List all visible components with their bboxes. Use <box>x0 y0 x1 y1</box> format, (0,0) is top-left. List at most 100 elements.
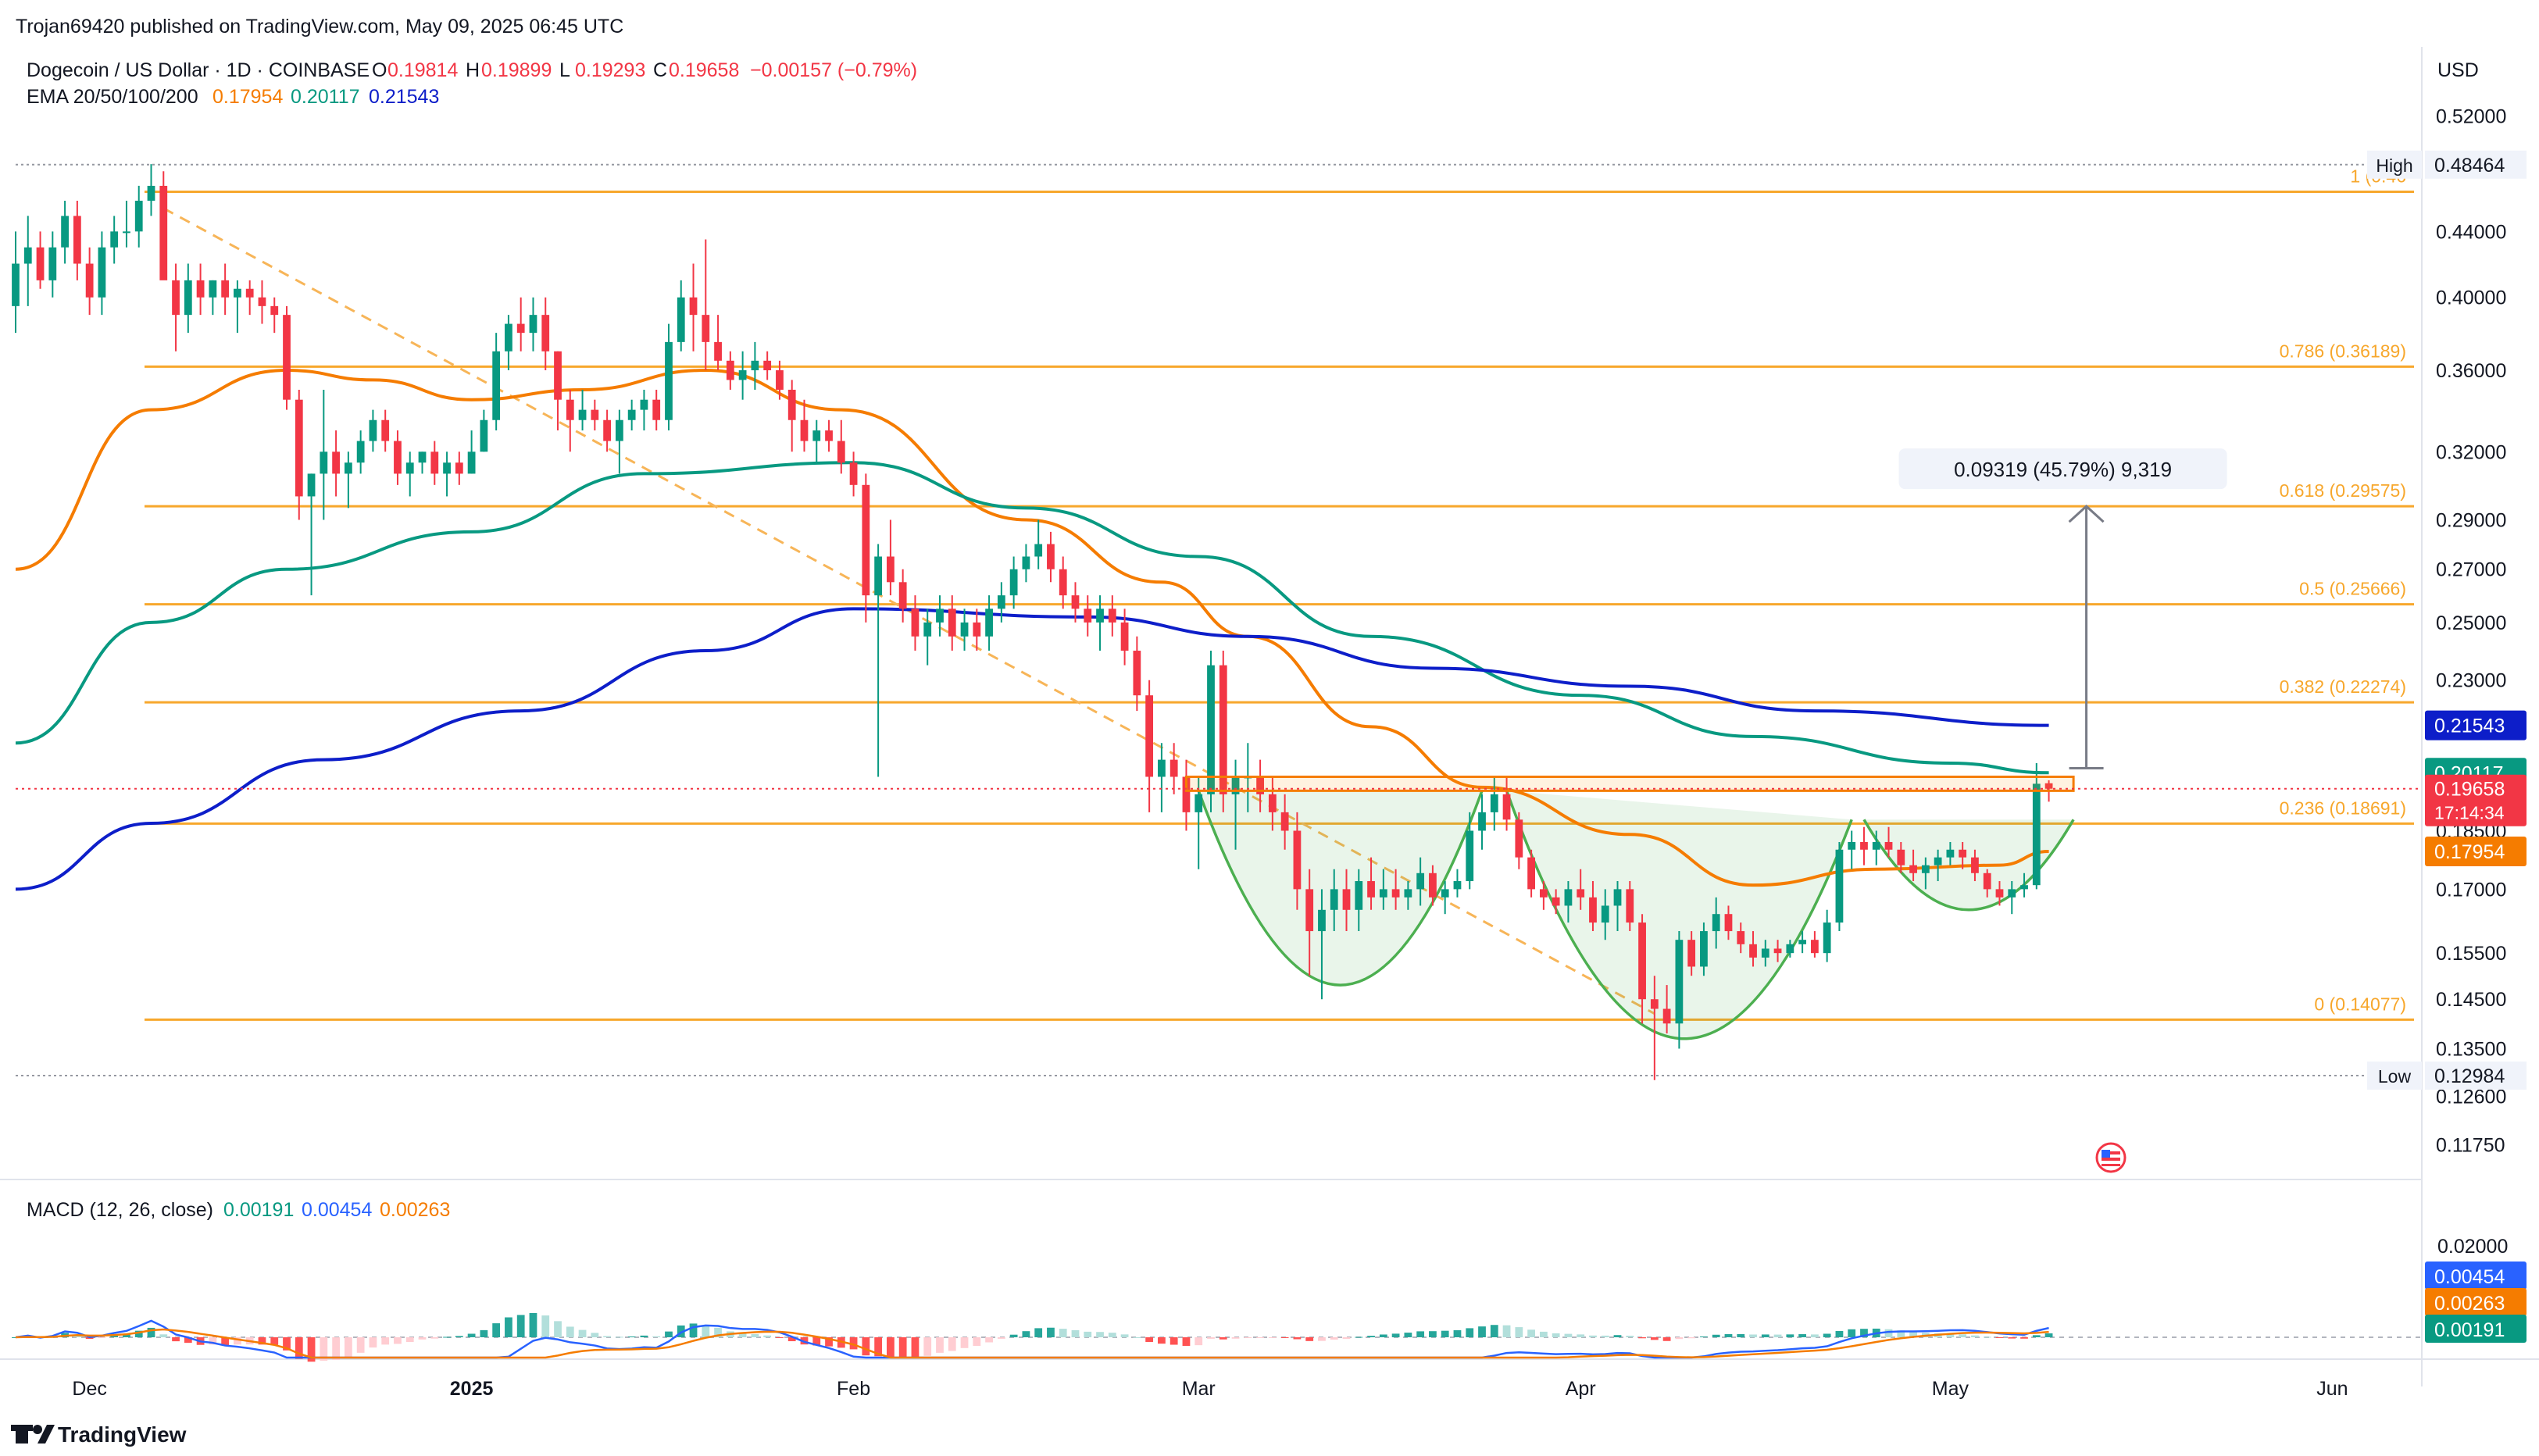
candle[interactable] <box>1084 595 1092 637</box>
resistance-zone-box[interactable] <box>1184 775 2075 792</box>
candle[interactable] <box>1687 931 1696 976</box>
candle[interactable] <box>1305 869 1314 976</box>
candle[interactable] <box>1773 940 1782 962</box>
candle[interactable] <box>1798 931 1807 954</box>
candle[interactable] <box>591 399 599 431</box>
candle[interactable] <box>1280 794 1289 850</box>
candle[interactable] <box>1749 931 1757 967</box>
candle[interactable] <box>923 608 932 666</box>
handle-curve[interactable] <box>1862 819 2075 912</box>
candle[interactable] <box>283 305 291 410</box>
candle[interactable] <box>110 216 119 264</box>
candle[interactable] <box>1268 776 1277 831</box>
candle[interactable] <box>541 297 550 371</box>
currency-label[interactable]: USD <box>2437 59 2479 81</box>
candle[interactable] <box>825 419 833 452</box>
candle[interactable] <box>1231 759 1240 850</box>
candle[interactable] <box>221 263 230 316</box>
candle[interactable] <box>1638 914 1646 1024</box>
candle[interactable] <box>1379 869 1387 910</box>
candle[interactable] <box>1934 849 1942 882</box>
candle[interactable] <box>73 200 81 280</box>
candle[interactable] <box>61 200 69 264</box>
candle[interactable] <box>726 351 734 390</box>
candle[interactable] <box>1022 544 1030 583</box>
candle[interactable] <box>640 389 648 431</box>
candle[interactable] <box>787 380 796 452</box>
candle[interactable] <box>1613 881 1622 932</box>
candle[interactable] <box>887 519 895 596</box>
cup-left-curve[interactable] <box>1197 790 1484 987</box>
candle[interactable] <box>1453 869 1462 898</box>
candle[interactable] <box>1675 931 1684 1049</box>
candle[interactable] <box>812 419 821 463</box>
candle[interactable] <box>529 297 537 352</box>
candle[interactable] <box>209 280 217 316</box>
candle[interactable] <box>1071 582 1080 623</box>
candle[interactable] <box>1884 826 1893 858</box>
candle[interactable] <box>738 351 747 400</box>
candle[interactable] <box>776 360 784 400</box>
candle[interactable] <box>1009 556 1018 609</box>
ema-indicator-label[interactable]: EMA 20/50/100/200 <box>27 86 198 108</box>
candle[interactable] <box>1946 841 1955 865</box>
candle[interactable] <box>455 451 463 485</box>
candle[interactable] <box>874 544 883 777</box>
candle[interactable] <box>480 409 488 452</box>
candle[interactable] <box>1601 889 1609 940</box>
candle[interactable] <box>2020 873 2028 898</box>
candle[interactable] <box>665 323 673 431</box>
candle[interactable] <box>652 389 661 431</box>
candle[interactable] <box>948 595 956 651</box>
candle[interactable] <box>492 333 501 431</box>
candle[interactable] <box>566 389 574 452</box>
candle[interactable] <box>1429 865 1437 906</box>
candle[interactable] <box>467 430 476 474</box>
candle[interactable] <box>123 200 130 248</box>
candle[interactable] <box>1096 595 1104 651</box>
candle[interactable] <box>1108 595 1116 637</box>
candle[interactable] <box>1490 776 1498 831</box>
candle[interactable] <box>1145 680 1154 812</box>
candle[interactable] <box>1158 743 1166 812</box>
candle[interactable] <box>234 280 241 334</box>
candle[interactable] <box>295 389 303 520</box>
candle[interactable] <box>1959 841 1967 869</box>
candle[interactable] <box>147 164 155 216</box>
candle[interactable] <box>615 409 623 474</box>
candle[interactable] <box>911 595 920 651</box>
candle[interactable] <box>258 280 266 324</box>
candle[interactable] <box>1650 976 1659 1080</box>
candle[interactable] <box>1367 857 1375 910</box>
candle[interactable] <box>689 263 698 352</box>
candle[interactable] <box>763 351 772 380</box>
candle[interactable] <box>356 430 365 474</box>
candle[interactable] <box>85 247 94 316</box>
candle[interactable] <box>1195 776 1203 869</box>
candle[interactable] <box>862 473 870 623</box>
candle[interactable] <box>245 280 254 316</box>
candle[interactable] <box>1441 881 1449 915</box>
candle[interactable] <box>1515 812 1523 869</box>
candle[interactable] <box>1589 881 1597 932</box>
candle[interactable] <box>1662 985 1671 1034</box>
candle[interactable] <box>1059 556 1067 609</box>
candle[interactable] <box>1207 651 1215 812</box>
candle[interactable] <box>997 582 1005 623</box>
candle[interactable] <box>196 263 205 316</box>
candle[interactable] <box>1712 897 1720 949</box>
candle[interactable] <box>1552 889 1560 915</box>
candle[interactable] <box>48 231 57 298</box>
candle[interactable] <box>1700 922 1708 976</box>
candle[interactable] <box>505 315 512 371</box>
candle[interactable] <box>394 430 402 485</box>
candle[interactable] <box>1577 869 1585 910</box>
candle[interactable] <box>627 399 636 431</box>
candle[interactable] <box>1256 759 1264 812</box>
candle[interactable] <box>898 569 907 623</box>
candle[interactable] <box>1737 922 1745 954</box>
candle[interactable] <box>98 231 106 316</box>
candle[interactable] <box>1318 889 1326 1000</box>
candle[interactable] <box>1872 830 1880 865</box>
